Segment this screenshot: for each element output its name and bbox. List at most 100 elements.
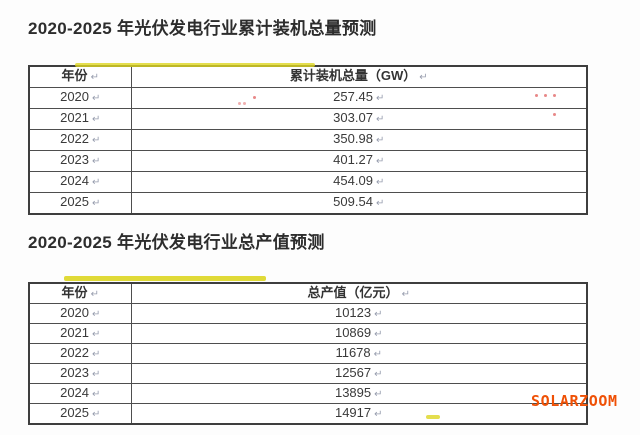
output-value: 13895 <box>334 385 372 400</box>
red-speckle-artifact <box>238 102 241 105</box>
output-cell: 13895 ↵ <box>130 383 588 404</box>
capacity-value: 509.54 <box>333 194 373 209</box>
header-label: 总产值（亿元） <box>307 285 399 300</box>
capacity-forecast-table: 年份 ↵ 累计装机总量（GW） ↵ 2020 ↵ 257.45 ↵ 2021 ↵ 303.… <box>28 65 588 215</box>
return-mark: ↵ <box>374 389 383 400</box>
capacity-value: 303.07 <box>333 110 373 125</box>
table-row: 2020 ↵ 257.45 ↵ <box>28 87 588 109</box>
table-row: 2025 ↵ 14917 ↵ <box>28 403 588 425</box>
output-cell: 11678 ↵ <box>130 343 588 364</box>
return-mark: ↵ <box>92 329 101 340</box>
header-label: 年份 <box>61 68 88 83</box>
year-cell: 2021 ↵ <box>28 108 132 130</box>
year-cell: 2024 ↵ <box>28 383 132 404</box>
output-cell: 10869 ↵ <box>130 323 588 344</box>
section-title-capacity-forecast: 2020-2025 年光伏发电行业累计装机总量预测 <box>28 19 377 38</box>
table-row: 2020 ↵ 10123 ↵ <box>28 303 588 324</box>
output-cell: 10123 ↵ <box>130 303 588 324</box>
capacity-cell: 509.54 ↵ <box>130 192 588 215</box>
table-header-row: 年份 ↵ 总产值（亿元） ↵ <box>28 282 588 304</box>
return-mark: ↵ <box>92 198 101 209</box>
red-speckle-artifact <box>544 94 547 97</box>
header-label: 年份 <box>61 285 88 300</box>
return-mark: ↵ <box>90 72 99 83</box>
year-value: 2020 <box>60 305 90 320</box>
output-value-forecast-table: 年份 ↵ 总产值（亿元） ↵ 2020 ↵ 10123 ↵ 2021 ↵ 10869 ↵ 2… <box>28 282 588 425</box>
year-value: 2021 <box>60 110 90 125</box>
table-row: 2025 ↵ 509.54 ↵ <box>28 192 588 215</box>
output-value: 12567 <box>334 365 372 380</box>
table-row: 2022 ↵ 11678 ↵ <box>28 343 588 364</box>
year-value: 2023 <box>60 152 90 167</box>
yellow-highlight-mark <box>64 276 266 281</box>
capacity-column-header: 累计装机总量（GW） ↵ <box>130 65 588 88</box>
table-row: 2024 ↵ 13895 ↵ <box>28 383 588 404</box>
year-value: 2020 <box>60 89 90 104</box>
yellow-highlight-mark <box>75 63 315 67</box>
return-mark: ↵ <box>92 309 101 320</box>
return-mark: ↵ <box>374 309 383 320</box>
capacity-value: 401.27 <box>333 152 373 167</box>
table-header-row: 年份 ↵ 累计装机总量（GW） ↵ <box>28 65 588 88</box>
year-value: 2021 <box>60 325 90 340</box>
return-mark: ↵ <box>92 93 101 104</box>
red-speckle-artifact <box>553 113 556 116</box>
return-mark: ↵ <box>374 369 383 380</box>
output-value: 14917 <box>334 405 372 420</box>
red-speckle-artifact <box>243 102 246 105</box>
output-value: 10123 <box>334 305 372 320</box>
capacity-value: 257.45 <box>333 89 373 104</box>
year-cell: 2021 ↵ <box>28 323 132 344</box>
table-row: 2024 ↵ 454.09 ↵ <box>28 171 588 193</box>
header-label: 累计装机总量（GW） <box>289 68 417 83</box>
output-value: 11678 <box>335 345 371 360</box>
capacity-cell: 454.09 ↵ <box>130 171 588 193</box>
table-row: 2023 ↵ 12567 ↵ <box>28 363 588 384</box>
return-mark: ↵ <box>375 198 385 209</box>
return-mark: ↵ <box>92 156 101 167</box>
return-mark: ↵ <box>375 114 385 125</box>
output-cell: 14917 ↵ <box>130 403 588 425</box>
table-row: 2022 ↵ 350.98 ↵ <box>28 129 588 151</box>
year-cell: 2020 ↵ <box>28 87 132 109</box>
year-value: 2024 <box>60 173 90 188</box>
return-mark: ↵ <box>92 135 101 146</box>
return-mark: ↵ <box>419 72 428 83</box>
year-cell: 2024 ↵ <box>28 171 132 193</box>
yellow-highlight-mark <box>426 415 440 419</box>
return-mark: ↵ <box>90 289 99 300</box>
capacity-cell: 257.45 ↵ <box>130 87 588 109</box>
year-cell: 2020 ↵ <box>28 303 132 324</box>
year-column-header: 年份 ↵ <box>28 282 132 304</box>
year-cell: 2023 ↵ <box>28 363 132 384</box>
year-cell: 2022 ↵ <box>28 343 132 364</box>
year-value: 2023 <box>60 365 90 380</box>
year-value: 2025 <box>60 194 90 209</box>
year-cell: 2022 ↵ <box>28 129 132 151</box>
red-speckle-artifact <box>253 96 256 99</box>
year-value: 2022 <box>60 345 90 360</box>
red-speckle-artifact <box>553 94 556 97</box>
red-speckle-artifact <box>535 94 538 97</box>
capacity-value: 454.09 <box>333 173 373 188</box>
capacity-cell: 350.98 ↵ <box>130 129 588 151</box>
year-value: 2024 <box>60 385 90 400</box>
output-value: 10869 <box>334 325 372 340</box>
year-cell: 2025 ↵ <box>28 403 132 425</box>
table-row: 2021 ↵ 303.07 ↵ <box>28 108 588 130</box>
return-mark: ↵ <box>92 177 101 188</box>
year-cell: 2025 ↵ <box>28 192 132 215</box>
table-row: 2021 ↵ 10869 ↵ <box>28 323 588 344</box>
year-value: 2025 <box>60 405 90 420</box>
return-mark: ↵ <box>374 409 383 420</box>
return-mark: ↵ <box>92 389 101 400</box>
return-mark: ↵ <box>375 177 385 188</box>
return-mark: ↵ <box>92 409 101 420</box>
solarzoom-watermark: SOLARZOOM <box>531 392 618 410</box>
return-mark: ↵ <box>92 349 101 360</box>
section-title-output-forecast: 2020-2025 年光伏发电行业总产值预测 <box>28 233 325 252</box>
year-cell: 2023 ↵ <box>28 150 132 172</box>
year-value: 2022 <box>60 131 90 146</box>
return-mark: ↵ <box>374 329 383 340</box>
return-mark: ↵ <box>375 93 385 104</box>
